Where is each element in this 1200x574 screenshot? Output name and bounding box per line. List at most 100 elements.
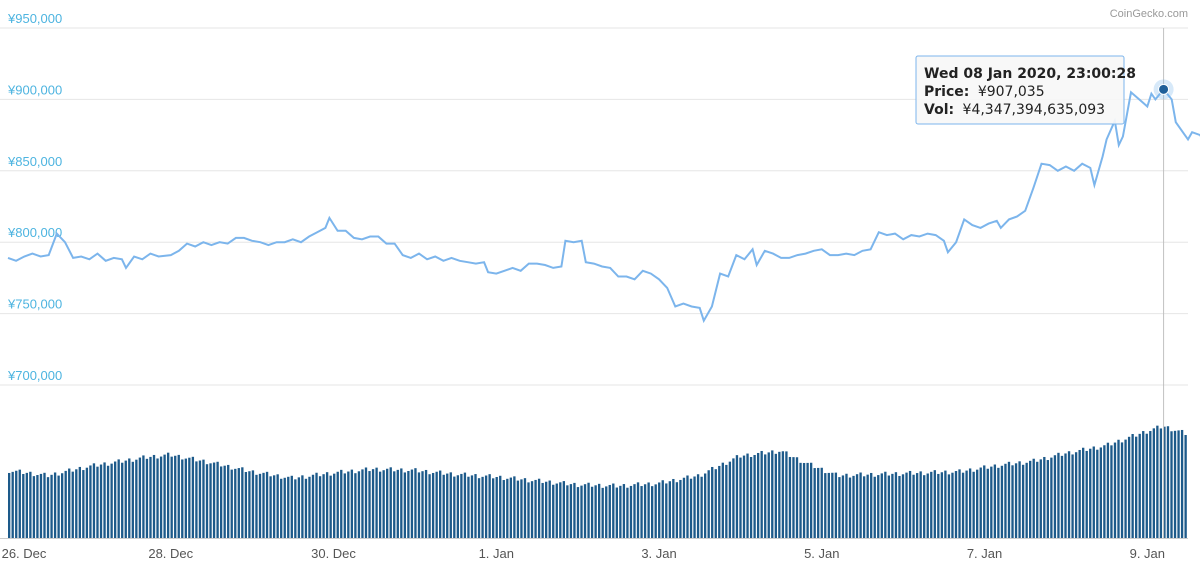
volume-bar [714, 469, 717, 538]
volume-bar [393, 471, 396, 538]
volume-bar [78, 466, 81, 538]
volume-bar [930, 471, 933, 538]
volume-bar [361, 469, 364, 538]
volume-bar [106, 465, 110, 538]
tooltip-price-label: Price: [924, 84, 969, 100]
hover-marker [1153, 79, 1174, 100]
volume-bar [598, 483, 601, 538]
grid-lines [0, 27, 1188, 539]
volume-bar [1110, 445, 1113, 538]
volume-bar [580, 485, 583, 538]
volume-bar [862, 476, 866, 538]
volume-bar [905, 472, 908, 538]
tooltip: Wed 08 Jan 2020, 23:00:28 Price: ¥907,03… [915, 55, 1136, 125]
volume-bar [481, 476, 484, 538]
volume-bar [315, 472, 318, 538]
volume-bar [802, 462, 806, 538]
tooltip-box [915, 55, 1125, 125]
volume-bar [375, 467, 378, 538]
volume-bar [177, 454, 180, 538]
volume-bar [961, 472, 965, 538]
volume-bar [668, 481, 671, 538]
volume-bar [739, 457, 742, 538]
volume-bar [64, 470, 67, 538]
volume-bar [831, 472, 834, 538]
volume-bar [735, 455, 739, 538]
volume-bar [605, 486, 608, 538]
volume-bar [1032, 458, 1035, 538]
volume-bar [202, 459, 205, 538]
volume-bar [212, 462, 216, 538]
volume-bar [838, 477, 841, 538]
volume-bar [152, 454, 156, 538]
volume-bar [99, 464, 103, 538]
volume-bar [435, 471, 438, 538]
x-tick-label: 7. Jan [967, 546, 1002, 561]
volume-bar [50, 474, 53, 538]
volume-bar [145, 458, 149, 538]
volume-bar [1170, 431, 1173, 538]
volume-bar [520, 479, 523, 538]
volume-bar [378, 471, 382, 538]
volume-bar [400, 468, 403, 538]
volume-bar [1166, 426, 1170, 538]
volume-bar [523, 478, 527, 538]
volume-bar [318, 476, 322, 538]
volume-bar [382, 470, 385, 538]
volume-bar [322, 474, 325, 538]
volume-bar [248, 471, 251, 538]
volume-bar [1163, 426, 1166, 538]
volume-bar [573, 482, 576, 538]
volume-bar [870, 472, 873, 538]
volume-bar [1018, 461, 1021, 538]
volume-bar [933, 470, 936, 538]
volume-bar [619, 485, 622, 538]
volume-bar [15, 470, 18, 538]
volume-bar [124, 460, 127, 538]
x-axis-ticks: 26. Dec 28. Dec 30. Dec 1. Jan 3. Jan 5. Jan 7… [2, 546, 1165, 561]
volume-bar [389, 467, 392, 538]
volume-bar [453, 476, 456, 538]
volume-bar [138, 457, 142, 538]
volume-bar [513, 476, 516, 538]
volume-bar [506, 478, 509, 538]
volume-bar [1074, 452, 1078, 538]
volume-bar [244, 471, 248, 538]
volume-bar [813, 468, 816, 538]
volume-bar [135, 459, 138, 538]
volume-bar [237, 468, 240, 538]
volume-bar [979, 467, 982, 538]
volume-bar [841, 475, 845, 538]
volume-bar [297, 477, 301, 538]
volume-bar [915, 473, 919, 538]
x-tick-label: 30. Dec [311, 546, 356, 561]
volume-bar [976, 469, 979, 538]
volume-bar [530, 481, 534, 538]
y-tick-label: ¥750,000 [7, 297, 62, 312]
volume-bar [1004, 463, 1007, 538]
y-tick-label: ¥800,000 [7, 225, 62, 240]
volume-bar [1149, 431, 1152, 538]
volume-bar [414, 468, 417, 538]
volume-bar [113, 461, 117, 538]
volume-bar [439, 470, 442, 538]
volume-bars [8, 425, 1187, 539]
volume-bar [545, 481, 548, 538]
volume-bar [488, 474, 491, 538]
credit-label[interactable]: CoinGecko.com [1110, 8, 1188, 20]
volume-bar [311, 474, 315, 538]
volume-bar [1057, 452, 1060, 538]
volume-bar [357, 471, 361, 538]
volume-bar [340, 469, 343, 538]
volume-bar [569, 484, 573, 538]
volume-bar [301, 475, 304, 538]
volume-bar [926, 473, 929, 538]
volume-bar [25, 472, 28, 538]
volume-bar [258, 473, 262, 538]
volume-bar [703, 473, 707, 538]
volume-bar [951, 472, 954, 538]
volume-bar [181, 459, 184, 538]
volume-bar [993, 464, 997, 538]
volume-bar [484, 475, 488, 538]
tooltip-vol-value: ¥4,347,394,635,093 [963, 102, 1106, 118]
